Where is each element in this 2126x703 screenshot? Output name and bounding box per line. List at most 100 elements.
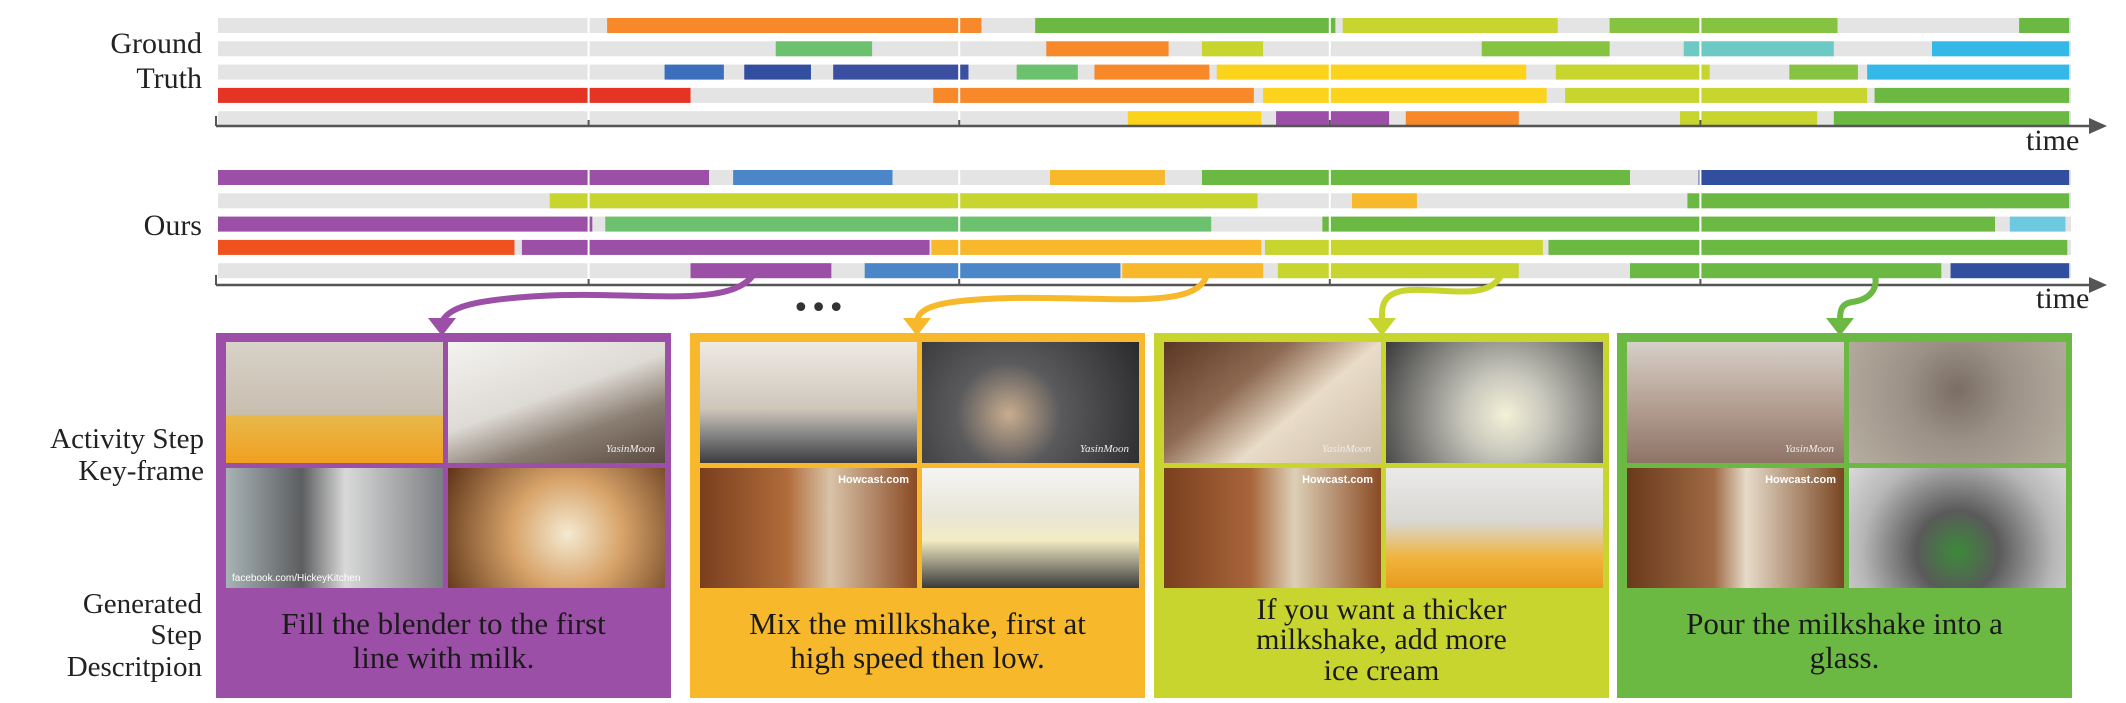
arrowhead-step-3 (1368, 318, 1396, 336)
segment-1-3-8 (1789, 64, 1858, 80)
keyframe-2-1 (700, 342, 917, 463)
step-description-label-line1: Generated (82, 588, 202, 620)
brand-2: Howcast.com (838, 474, 909, 486)
segment-1-3-7 (1555, 64, 1710, 80)
segment-2-1-2 (733, 170, 893, 185)
key-frame-label: Activity Step Key-frame (10, 423, 204, 488)
segment-1-3-5 (1094, 64, 1210, 80)
segment-1-2-6 (1932, 41, 2070, 57)
segment-1-1-2 (1035, 18, 1336, 33)
step-description-label: Generated Step Descritpion (10, 588, 202, 683)
segment-1-3-4 (1016, 64, 1078, 80)
arrow-step-2 (914, 265, 1211, 325)
segment-1-2-3 (1201, 41, 1264, 57)
segment-2-4-2 (521, 239, 930, 255)
segment-1-5-1 (1127, 111, 1262, 127)
segment-2-4-5 (1548, 239, 2068, 255)
segment-2-4-4 (1264, 239, 1543, 255)
step-description-3-line2: milkshake, add more (1256, 623, 1507, 657)
social-link-1: facebook.com/HickeyKitchen (232, 573, 361, 584)
segment-2-1-1 (218, 170, 710, 185)
step-description-2-line2: high speed then low. (790, 639, 1045, 675)
segment-2-3-1 (218, 216, 593, 232)
keyframe-3-2 (1386, 342, 1603, 463)
ground-truth-label: Ground Truth (60, 26, 202, 97)
step-card-4: YasinMoon Howcast.com Pour the milkshake… (1617, 333, 2072, 698)
step-description-label-line2: Step (150, 619, 202, 652)
segment-1-2-1 (775, 41, 873, 57)
watermark-4: YasinMoon (1784, 443, 1834, 455)
keyframe-3-1: YasinMoon (1164, 342, 1381, 463)
segment-1-5-2 (1276, 111, 1390, 127)
arrowhead-step-2 (903, 318, 931, 336)
segment-2-3-3 (1322, 216, 1996, 232)
step-description-1-line1: Fill the blender to the first (281, 606, 606, 642)
brand-4: Howcast.com (1765, 474, 1836, 486)
arrow-step-4 (1837, 269, 1879, 325)
key-frame-label-line1: Activity Step (50, 423, 204, 455)
timeline-chart: time time ••• (215, 14, 2107, 320)
segment-1-4-1 (218, 87, 691, 103)
segment-1-4-5 (1874, 87, 2070, 103)
segment-1-5-3 (1405, 111, 1519, 127)
keyframe-3-4 (1386, 468, 1603, 588)
step-description-4: Pour the milkshake into a glass. (1621, 587, 2068, 694)
keyframe-2-3: Howcast.com (700, 468, 917, 588)
arrowhead-step-1 (428, 318, 456, 336)
time-label-1: time (2026, 124, 2079, 157)
keyframe-4-1: YasinMoon (1627, 342, 1844, 463)
step-description-4-line1: Pour the milkshake into a (1686, 606, 2003, 642)
keyframe-4-4 (1849, 468, 2066, 588)
watermark-3: YasinMoon (1321, 443, 1371, 455)
ground-truth-label-line1: Ground (110, 27, 202, 60)
segment-1-1-3 (1342, 18, 1558, 33)
segment-1-3-9 (1867, 64, 2070, 80)
segment-1-4-3 (1263, 87, 1547, 103)
step-card-1: YasinMoon facebook.com/HickeyKitchen Fil… (216, 333, 671, 698)
key-frame-label-line2: Key-frame (78, 454, 204, 487)
segment-2-4-1 (218, 239, 515, 255)
segment-1-5-4 (1680, 111, 1818, 127)
segment-1-1-1 (607, 18, 982, 33)
step-description-3: If you want a thicker milkshake, add mor… (1158, 587, 1605, 694)
keyframe-1-3: facebook.com/HickeyKitchen (226, 468, 443, 588)
segment-1-2-4 (1481, 41, 1610, 57)
keyframe-3-3: Howcast.com (1164, 468, 1381, 588)
arrowhead-step-4 (1826, 318, 1854, 336)
segment-2-1-5 (1698, 170, 2070, 185)
keyframe-1-4 (448, 468, 665, 588)
segment-1-2-2 (1046, 41, 1169, 57)
segment-1-3-1 (664, 64, 724, 80)
keyframe-1-2: YasinMoon (448, 342, 665, 463)
segment-1-5-5 (1833, 111, 2070, 127)
segment-1-1-4 (1609, 18, 1838, 33)
segment-2-3-2 (605, 216, 1212, 232)
segment-2-5-6 (1950, 263, 2070, 279)
segment-1-2-5 (1683, 41, 1834, 57)
segment-2-2-3 (1687, 193, 2070, 209)
segment-2-3-4 (2009, 216, 2066, 232)
step-description-1: Fill the blender to the first line with … (220, 587, 667, 694)
ellipsis: ••• (792, 291, 845, 320)
segment-2-1-4 (1201, 170, 1630, 185)
arrow-step-3 (1378, 269, 1506, 325)
segment-2-5-4 (1277, 263, 1519, 279)
keyframe-2-4 (922, 468, 1139, 588)
segment-1-4-4 (1565, 87, 1868, 103)
segment-2-5-3 (1122, 263, 1264, 279)
step-description-1-line2: line with milk. (352, 639, 535, 675)
segment-2-4-3 (931, 239, 1262, 255)
segment-2-2-2 (1352, 193, 1417, 209)
segment-1-3-6 (1216, 64, 1527, 80)
segment-2-5-2 (864, 263, 1121, 279)
keyframe-4-3: Howcast.com (1627, 468, 1844, 588)
ours-label: Ours (143, 209, 202, 242)
step-description-3-line1: If you want a thicker (1256, 592, 1507, 626)
step-description-2: Mix the millkshake, first at high speed … (694, 587, 1141, 694)
watermark-1: YasinMoon (605, 443, 655, 455)
keyframe-1-1 (226, 342, 443, 463)
segment-2-2-1 (549, 193, 1258, 209)
segment-2-5-5 (1629, 263, 1942, 279)
time-label-2: time (2036, 282, 2089, 315)
